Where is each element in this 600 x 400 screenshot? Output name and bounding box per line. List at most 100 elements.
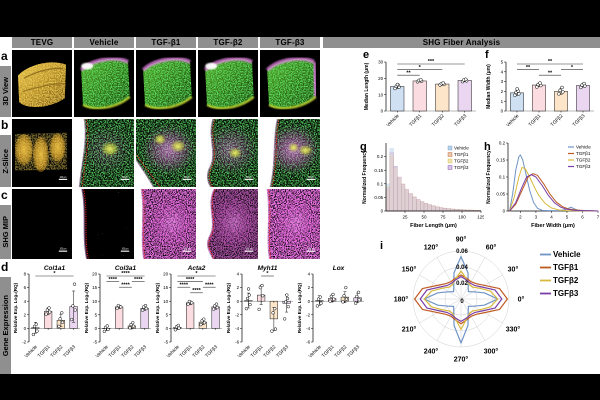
hist-bar-TGFβ3: [408, 193, 413, 212]
col-header-vehicle: Vehicle: [74, 37, 134, 48]
series-line-TGFβ3: [509, 174, 599, 212]
data-point: [31, 332, 36, 337]
scale-bar: [120, 250, 130, 252]
gene-chart-acta2: Acta2 -5 0 5 10 15 20 Relative Exp. Log₂(RQ) Veh…: [154, 261, 224, 374]
x-tick-label: 3: [535, 215, 538, 220]
x-tick-label: TGFβ3: [275, 344, 290, 359]
x-tick-label: 100: [458, 215, 466, 220]
row-label-z-slice: Z-Slice: [0, 135, 11, 187]
data-point: [342, 294, 346, 298]
data-point: [244, 307, 249, 311]
tissue-edge-white: [136, 189, 144, 259]
significance-stars: **: [526, 65, 531, 71]
hist-bar-TGFβ3: [404, 189, 409, 212]
y-tick-label: -6: [235, 340, 239, 345]
x-tick-label: TGFβ1: [250, 344, 265, 359]
x-tick-label: Vehicle: [95, 344, 110, 359]
y-tick-label: 20: [378, 76, 384, 81]
data-point: [187, 299, 191, 304]
y-tick-label: 5: [501, 60, 504, 65]
row-label-shg-mip: SHG MIP: [0, 205, 11, 259]
x-tick-label: TGFβ1: [408, 113, 423, 128]
angle-label: 300°: [484, 347, 499, 355]
scale-bar: [244, 178, 254, 180]
col-header-tgfb1: TGF-β1: [136, 37, 196, 48]
tissue-edge-white: [260, 119, 277, 187]
data-point: [464, 77, 468, 82]
boundary-dotted-line: [142, 189, 146, 259]
bar-chart-svg: Col1a1 -2 0 2 4 6 8 Relative Exp. Log₂(RQ) Vehic…: [13, 265, 80, 359]
cell-3d-view-tgf-3: [260, 50, 320, 117]
legend-label: TGFβ1: [454, 152, 469, 157]
tissue-edge-white: [198, 119, 213, 187]
data-point: [285, 296, 290, 301]
bar-chart-svg: Myh11 -6 -4 -2 0 2 4 Relative Exp. Log₂(RQ) Vehi…: [226, 265, 293, 359]
y-tick-label: 0.05: [374, 195, 383, 200]
data-point: [176, 323, 180, 328]
boundary-dotted-line: [271, 119, 280, 187]
data-point: [143, 303, 148, 308]
y-tick-label: 4: [24, 299, 27, 304]
row-label-3d-view: 3D View: [0, 66, 11, 117]
x-tick-label: TGFβ3: [572, 113, 587, 128]
data-point: [245, 296, 250, 301]
y-tick-label: -5: [164, 340, 168, 345]
cell-z-slice-vehicle: 100 μm: [74, 119, 134, 187]
scale-bar: [120, 178, 130, 180]
data-point: [144, 306, 148, 311]
row-label-z-slice-text: Z-Slice: [1, 148, 10, 174]
data-point: [58, 317, 62, 321]
x-tick-label: Vehicle: [505, 113, 520, 128]
data-point: [45, 308, 49, 312]
data-point: [355, 294, 359, 299]
x-tick-label: TGFβ1: [37, 344, 52, 359]
boundary-dotted-line: [81, 119, 89, 187]
legend-label: Vehicle: [454, 146, 469, 151]
y-tick-label: 20: [163, 272, 169, 277]
legend-swatch-TGFβ1: [447, 152, 453, 157]
cell-3d-view-vehicle: [74, 50, 134, 117]
y-tick-label: 0.1: [377, 181, 384, 186]
data-point: [115, 306, 119, 310]
cell-shg-mip-tgf-3: 100 μm: [260, 189, 320, 259]
significance-stars: ***: [428, 59, 435, 65]
yellow-edge: [206, 95, 255, 110]
tissue-edge-white: [198, 189, 214, 259]
y-tick-label: 0: [308, 299, 311, 304]
data-point: [282, 317, 287, 321]
bright-fold: [205, 62, 218, 70]
y-tick-label: 2: [501, 89, 504, 94]
y-tick-label: -2: [235, 312, 239, 317]
gene-chart-myh11: Myh11 -6 -4 -2 0 2 4 Relative Exp. Log₂(RQ) Vehi…: [225, 261, 295, 374]
y-tick-label: 10: [92, 299, 98, 304]
significance-stars: *: [195, 271, 198, 277]
y-tick-label: 0: [237, 299, 240, 304]
yellow-blob: [154, 133, 166, 145]
y-axis-label: Median Width (μm): [486, 64, 492, 109]
significance-stars: ****: [121, 282, 130, 288]
data-point: [48, 310, 52, 314]
significance-stars: ****: [192, 288, 201, 294]
data-point: [344, 285, 348, 290]
hist-bar-TGFβ3: [397, 176, 402, 212]
data-point: [71, 304, 75, 308]
y-tick-label: 2: [24, 312, 27, 317]
polar-spoke: [460, 257, 486, 300]
cell-shg-mip-tevg: 100 μm: [12, 189, 72, 259]
bar-TGFβ1: [115, 306, 124, 329]
y-tick-label: -2: [306, 312, 310, 317]
significance-stars: **: [406, 70, 411, 76]
panel-fiber-orientation-polar: i 0° 30° 60° 90° 120° 150° 180° 210° 240° 270° 300°…: [368, 235, 598, 374]
data-point: [258, 285, 262, 290]
data-point: [105, 324, 109, 328]
y-axis-label: Relative Exp. Log₂(RQ): [84, 282, 89, 333]
x-tick-label: Vehicle: [385, 113, 400, 128]
data-point: [69, 317, 74, 322]
angle-label: 150°: [402, 266, 417, 274]
cell-z-slice-tgf-2: 100 μm: [198, 119, 258, 187]
angle-label: 0°: [518, 296, 525, 304]
x-tick-label: 75: [440, 215, 446, 220]
data-point: [319, 301, 323, 305]
col-header-tgfb2: TGF-β2: [198, 37, 258, 48]
